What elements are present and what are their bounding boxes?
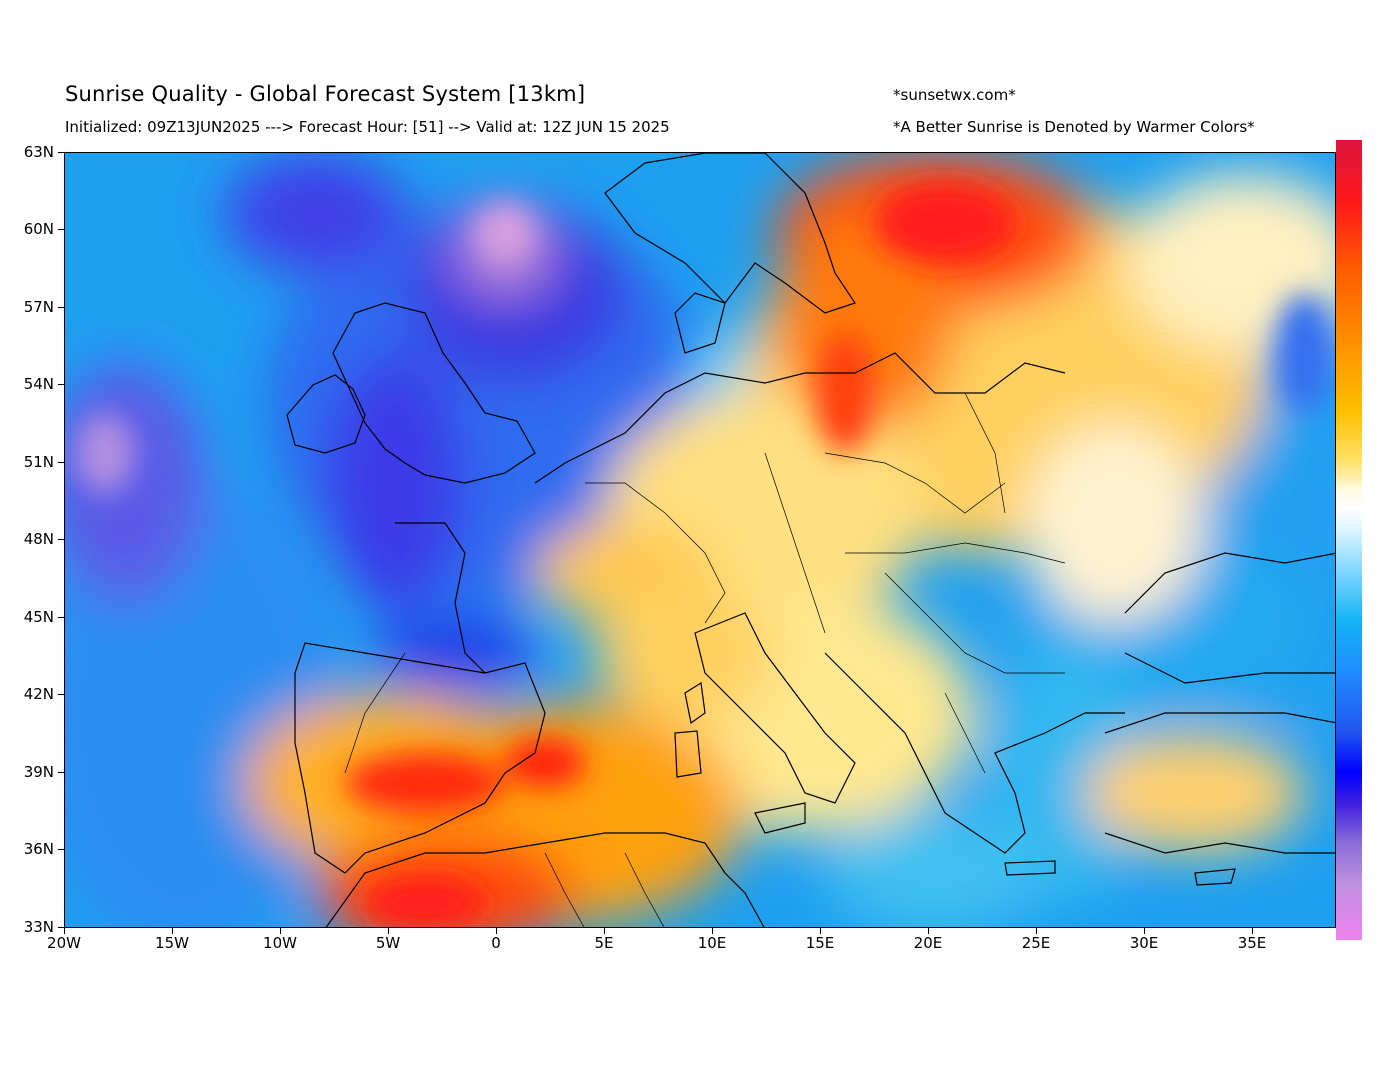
lon-label: 10E: [697, 934, 727, 952]
lat-tick: [58, 694, 64, 695]
lat-label: 57N: [23, 298, 54, 316]
lat-tick: [58, 152, 64, 153]
lon-label: 15E: [805, 934, 835, 952]
lon-label: 0: [491, 934, 501, 952]
forecast-info: Initialized: 09Z13JUN2025 ---> Forecast …: [65, 118, 670, 136]
lon-label: 5E: [594, 934, 614, 952]
lon-label: 5W: [375, 934, 401, 952]
lat-tick: [58, 462, 64, 463]
map-title: Sunrise Quality - Global Forecast System…: [65, 82, 586, 106]
lat-tick: [58, 772, 64, 773]
forecast-map: [64, 152, 1336, 928]
lat-tick: [58, 539, 64, 540]
lon-tick: [1036, 928, 1037, 934]
lat-label: 39N: [23, 763, 54, 781]
lon-tick: [1252, 928, 1253, 934]
lon-label: 15W: [155, 934, 189, 952]
lat-tick: [58, 849, 64, 850]
lat-label: 45N: [23, 608, 54, 626]
lon-tick: [280, 928, 281, 934]
lon-label: 20E: [913, 934, 943, 952]
lon-tick: [604, 928, 605, 934]
quality-highlights: [75, 183, 1335, 927]
lon-label: 10W: [263, 934, 297, 952]
lon-tick: [496, 928, 497, 934]
lat-label: 51N: [23, 453, 54, 471]
coastlines: [286, 153, 1335, 927]
lon-label: 30E: [1129, 934, 1159, 952]
lat-label: 48N: [23, 530, 54, 548]
lat-tick: [58, 617, 64, 618]
lat-label: 60N: [23, 220, 54, 238]
lat-tick: [58, 307, 64, 308]
lon-tick: [1144, 928, 1145, 934]
site-credit: *sunsetwx.com*: [893, 86, 1016, 104]
lat-tick: [58, 229, 64, 230]
color-scale: [1336, 140, 1362, 940]
lat-label: 33N: [23, 918, 54, 936]
lon-tick: [820, 928, 821, 934]
lon-label: 25E: [1021, 934, 1051, 952]
lat-tick: [58, 384, 64, 385]
lon-tick: [712, 928, 713, 934]
lat-tick: [58, 927, 64, 928]
lat-label: 36N: [23, 840, 54, 858]
lon-tick: [172, 928, 173, 934]
lon-label: 35E: [1237, 934, 1267, 952]
lon-tick: [64, 928, 65, 934]
lat-label: 63N: [23, 143, 54, 161]
lon-tick: [388, 928, 389, 934]
lat-label: 54N: [23, 375, 54, 393]
lat-label: 42N: [23, 685, 54, 703]
color-note: *A Better Sunrise is Denoted by Warmer C…: [893, 118, 1255, 136]
lon-tick: [928, 928, 929, 934]
lon-label: 20W: [47, 934, 81, 952]
borders: [344, 392, 1066, 927]
